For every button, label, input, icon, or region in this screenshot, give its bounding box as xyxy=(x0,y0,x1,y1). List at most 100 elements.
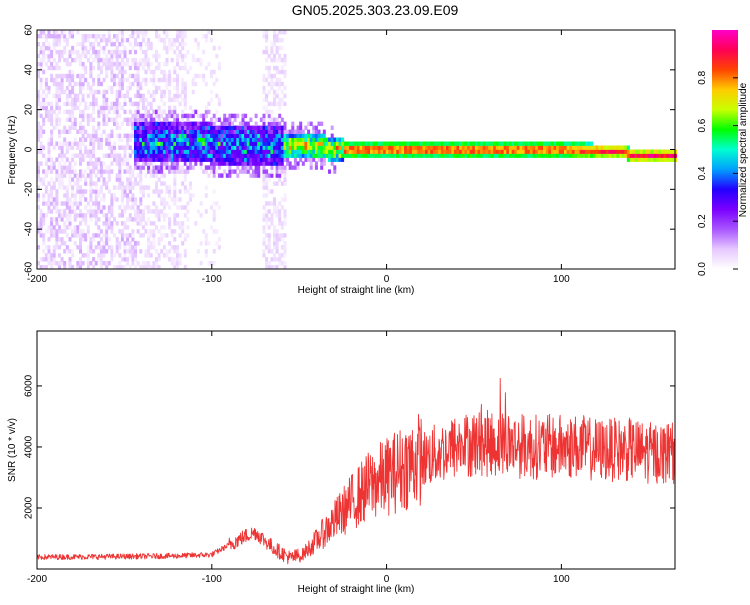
spectrogram-cell xyxy=(86,249,90,254)
spectrogram-cell xyxy=(50,65,54,71)
spectrogram-cell xyxy=(84,221,88,226)
spectrogram-cell xyxy=(160,173,164,178)
spectrogram-cell xyxy=(215,109,219,115)
spectrogram-cell xyxy=(144,161,148,166)
spectrogram-cell xyxy=(178,93,182,99)
spectrogram-cell xyxy=(183,125,187,130)
spectrogram-cell xyxy=(456,153,460,158)
spectrogram-cell xyxy=(168,113,172,119)
spectrogram-cell xyxy=(296,145,300,150)
spectrogram-cell xyxy=(162,42,166,47)
spectrogram-cell xyxy=(241,113,245,119)
spectrogram-cell xyxy=(564,145,567,150)
spectrogram-cell xyxy=(128,109,132,115)
spectrogram-cell xyxy=(238,125,242,130)
spectrogram-cell xyxy=(443,145,447,150)
spectrogram-cell xyxy=(65,141,69,146)
spectrogram-cell xyxy=(427,149,431,154)
spectrogram-cell xyxy=(92,165,96,170)
spectrogram-cell xyxy=(354,149,358,154)
spectrogram-cell xyxy=(207,125,211,130)
spectrogram-cell xyxy=(118,101,122,107)
spectrogram-cell xyxy=(278,161,282,166)
spectrogram-cell xyxy=(579,141,583,146)
spectrogram-cell xyxy=(107,225,111,230)
spectrogram-cell xyxy=(259,145,263,150)
spectrogram-cell xyxy=(136,65,140,71)
spectrogram-cell xyxy=(341,145,345,150)
spectrogram-cell xyxy=(136,101,140,107)
spectrogram-cell xyxy=(55,169,59,174)
spectrogram-cell xyxy=(231,153,234,158)
spectrogram-cell xyxy=(189,193,193,198)
spectrogram-cell xyxy=(115,65,119,71)
spectrogram-cell xyxy=(86,225,90,230)
spectrogram-cell xyxy=(118,229,122,234)
spectrogram-cell xyxy=(210,73,213,79)
spectrogram-cell xyxy=(168,189,172,194)
spectrogram-cell xyxy=(511,149,515,154)
spectrogram-cell xyxy=(50,201,54,206)
spectrogram-cell xyxy=(265,265,269,270)
spectrogram-cell xyxy=(409,145,413,150)
spectrogram-cell xyxy=(160,77,164,83)
spectrogram-cell xyxy=(215,133,219,138)
spectrogram-cell xyxy=(569,145,573,150)
spectrogram-y-tick-label: -40 xyxy=(24,222,35,237)
spectrogram-cell xyxy=(181,117,185,122)
spectrogram-cell xyxy=(84,49,88,55)
spectrogram-cell xyxy=(278,149,282,154)
spectrogram-cell xyxy=(55,105,59,111)
spectrogram-cell xyxy=(246,121,250,126)
spectrogram-cell xyxy=(115,113,119,119)
spectrogram-cell xyxy=(152,93,156,99)
spectrogram-cell xyxy=(404,149,408,154)
spectrogram-cell xyxy=(207,137,211,142)
spectrogram-cell xyxy=(328,157,331,162)
spectrogram-cell xyxy=(123,77,127,83)
spectrogram-cell xyxy=(225,129,229,134)
spectrogram-cell xyxy=(335,141,339,146)
spectrogram-cell xyxy=(42,153,46,158)
spectrogram-cell xyxy=(52,233,56,238)
spectrogram-cell xyxy=(574,145,578,150)
spectrogram-cell xyxy=(155,157,158,162)
spectrogram-cell xyxy=(99,173,103,178)
spectrogram-cell xyxy=(322,161,326,166)
spectrogram-cell xyxy=(225,133,229,138)
spectrogram-cell xyxy=(477,149,481,154)
spectrogram-cell xyxy=(176,34,179,39)
spectrogram-cell xyxy=(58,185,61,190)
spectrogram-cell xyxy=(99,145,103,150)
spectrogram-cell xyxy=(65,42,69,47)
spectrogram-cell xyxy=(55,217,59,222)
spectrogram-cell xyxy=(113,153,116,158)
spectrogram-cell xyxy=(105,237,109,242)
spectrogram-cell xyxy=(86,34,90,39)
spectrogram-cell xyxy=(168,153,172,158)
spectrogram-cell xyxy=(283,53,287,59)
spectrogram-cell xyxy=(139,233,143,238)
spectrogram-cell xyxy=(506,153,510,158)
spectrogram-cell xyxy=(210,125,213,130)
spectrogram-cell xyxy=(228,153,232,158)
spectrogram-cell xyxy=(621,149,625,154)
spectrogram-cell xyxy=(170,149,174,154)
spectrogram-cell xyxy=(52,225,56,230)
spectrogram-cell xyxy=(105,89,109,95)
spectrogram-cell xyxy=(286,145,290,150)
spectrogram-cell xyxy=(262,193,266,198)
spectrogram-cell xyxy=(606,153,609,158)
spectrogram-cell xyxy=(60,181,64,186)
spectrogram-cell xyxy=(438,141,442,146)
spectrogram-cell xyxy=(176,30,179,35)
spectrogram-cell xyxy=(113,77,116,83)
spectrogram-cell xyxy=(92,34,96,39)
spectrogram-cell xyxy=(262,157,266,162)
spectrogram-cell xyxy=(84,145,88,150)
spectrogram-cell xyxy=(574,141,578,146)
spectrogram-cell xyxy=(89,169,93,174)
spectrogram-cell xyxy=(58,57,61,63)
spectrogram-cell xyxy=(128,97,132,103)
